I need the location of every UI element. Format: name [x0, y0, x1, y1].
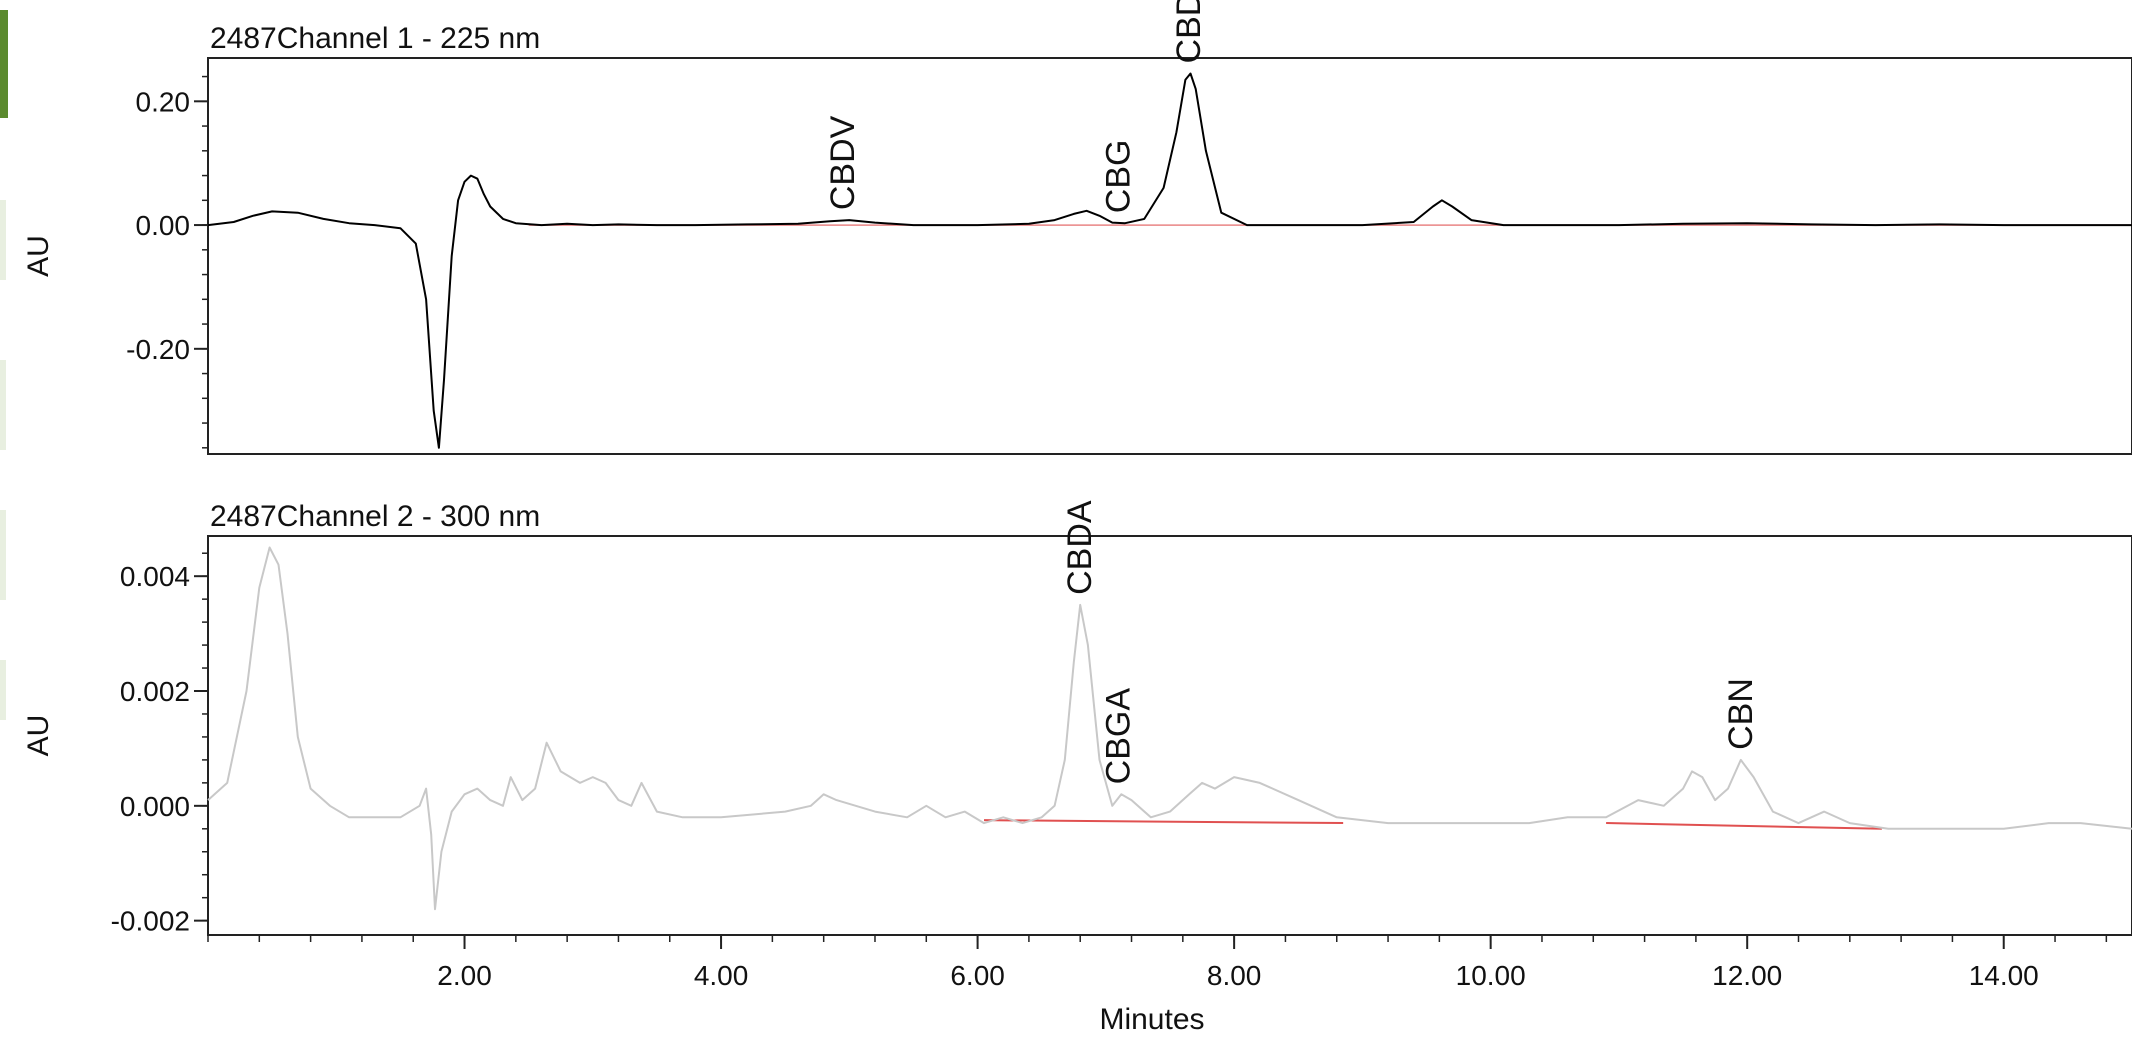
left-edge-marker: [0, 200, 6, 280]
y-tick-label: 0.002: [120, 676, 190, 707]
x-tick-label: 8.00: [1207, 960, 1262, 991]
x-tick-label: 12.00: [1712, 960, 1782, 991]
y-axis-label: AU: [22, 715, 55, 757]
y-tick-label: 0.004: [120, 561, 190, 592]
peak-label: CBGA: [1100, 688, 1138, 785]
integration-baseline: [1606, 822, 1882, 830]
x-tick-label: 6.00: [950, 960, 1005, 991]
y-tick-label: -0.002: [111, 906, 190, 937]
peak-label: CBD: [1170, 0, 1208, 63]
plot-frame: [207, 535, 2132, 936]
peak-label: CBG: [1100, 140, 1138, 214]
peak-label: CBDV: [824, 115, 862, 210]
y-tick-label: 0.20: [136, 86, 191, 117]
series-line: [207, 546, 2132, 911]
integration-baseline: [984, 819, 1344, 825]
channel-1-panel: 2487Channel 1 - 225 nm AU -0.20 0.00 0.20 CBD…: [22, 0, 2132, 455]
left-edge-accent: [0, 10, 8, 118]
x-tick-label: 2.00: [437, 960, 492, 991]
channel-2-panel: 2487Channel 2 - 300 nm AU -0.002 0.000 0.002…: [22, 500, 2132, 1036]
left-edge-marker: [0, 660, 6, 720]
y-tick-label: 0.00: [136, 210, 191, 241]
x-tick-label: 4.00: [694, 960, 749, 991]
y-tick-label: 0.000: [120, 791, 190, 822]
y-tick-label: -0.20: [126, 334, 190, 365]
plot-frame: [207, 57, 2132, 455]
panel-title: 2487Channel 1 - 225 nm: [210, 22, 540, 55]
panel-title: 2487Channel 2 - 300 nm: [210, 500, 540, 533]
x-axis-label: Minutes: [1099, 1003, 1204, 1036]
y-axis-label: AU: [22, 235, 55, 277]
left-edge-marker: [0, 360, 6, 450]
peak-label: CBDA: [1061, 500, 1099, 595]
peak-label: CBN: [1722, 678, 1760, 750]
x-tick-label: 14.00: [1969, 960, 2039, 991]
x-tick-label: 10.00: [1456, 960, 1526, 991]
series-line: [207, 72, 2132, 449]
left-edge-marker: [0, 510, 6, 600]
